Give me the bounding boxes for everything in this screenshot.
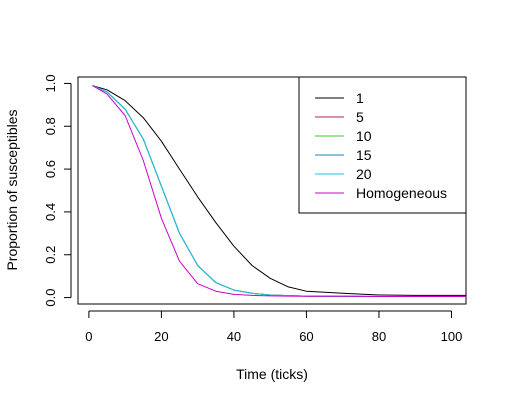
x-tick-label: 20 <box>154 329 168 344</box>
x-tick-label: 100 <box>441 329 463 344</box>
y-axis-title: Proportion of susceptibles <box>4 109 20 270</box>
legend-label: 1 <box>356 90 364 106</box>
legend-label: Homogeneous <box>356 185 447 201</box>
y-tick-label: 0.8 <box>43 117 58 135</box>
y-tick-label: 0.0 <box>43 289 58 307</box>
legend-label: 15 <box>356 147 372 163</box>
legend-label: 5 <box>356 109 364 125</box>
axes-layer: 0 20 40 60 80 100 0.0 0.2 0.4 0.6 0.8 1.0 <box>43 74 462 344</box>
x-tick-label: 60 <box>299 329 313 344</box>
legend-box <box>298 76 467 214</box>
y-tick-label: 0.4 <box>43 203 58 221</box>
legend-label: 10 <box>356 128 372 144</box>
x-axis-title: Time (ticks) <box>236 366 308 382</box>
series-line-homogeneous <box>92 85 466 297</box>
legend-label: 20 <box>356 166 372 182</box>
y-tick-label: 0.2 <box>43 246 58 264</box>
x-tick-label: 40 <box>227 329 241 344</box>
y-tick-label: 1.0 <box>43 74 58 92</box>
y-tick-label: 0.6 <box>43 160 58 178</box>
series-line-1 <box>92 85 466 296</box>
x-tick-label: 0 <box>85 329 92 344</box>
series-layer <box>92 85 466 297</box>
x-tick-label: 80 <box>372 329 386 344</box>
